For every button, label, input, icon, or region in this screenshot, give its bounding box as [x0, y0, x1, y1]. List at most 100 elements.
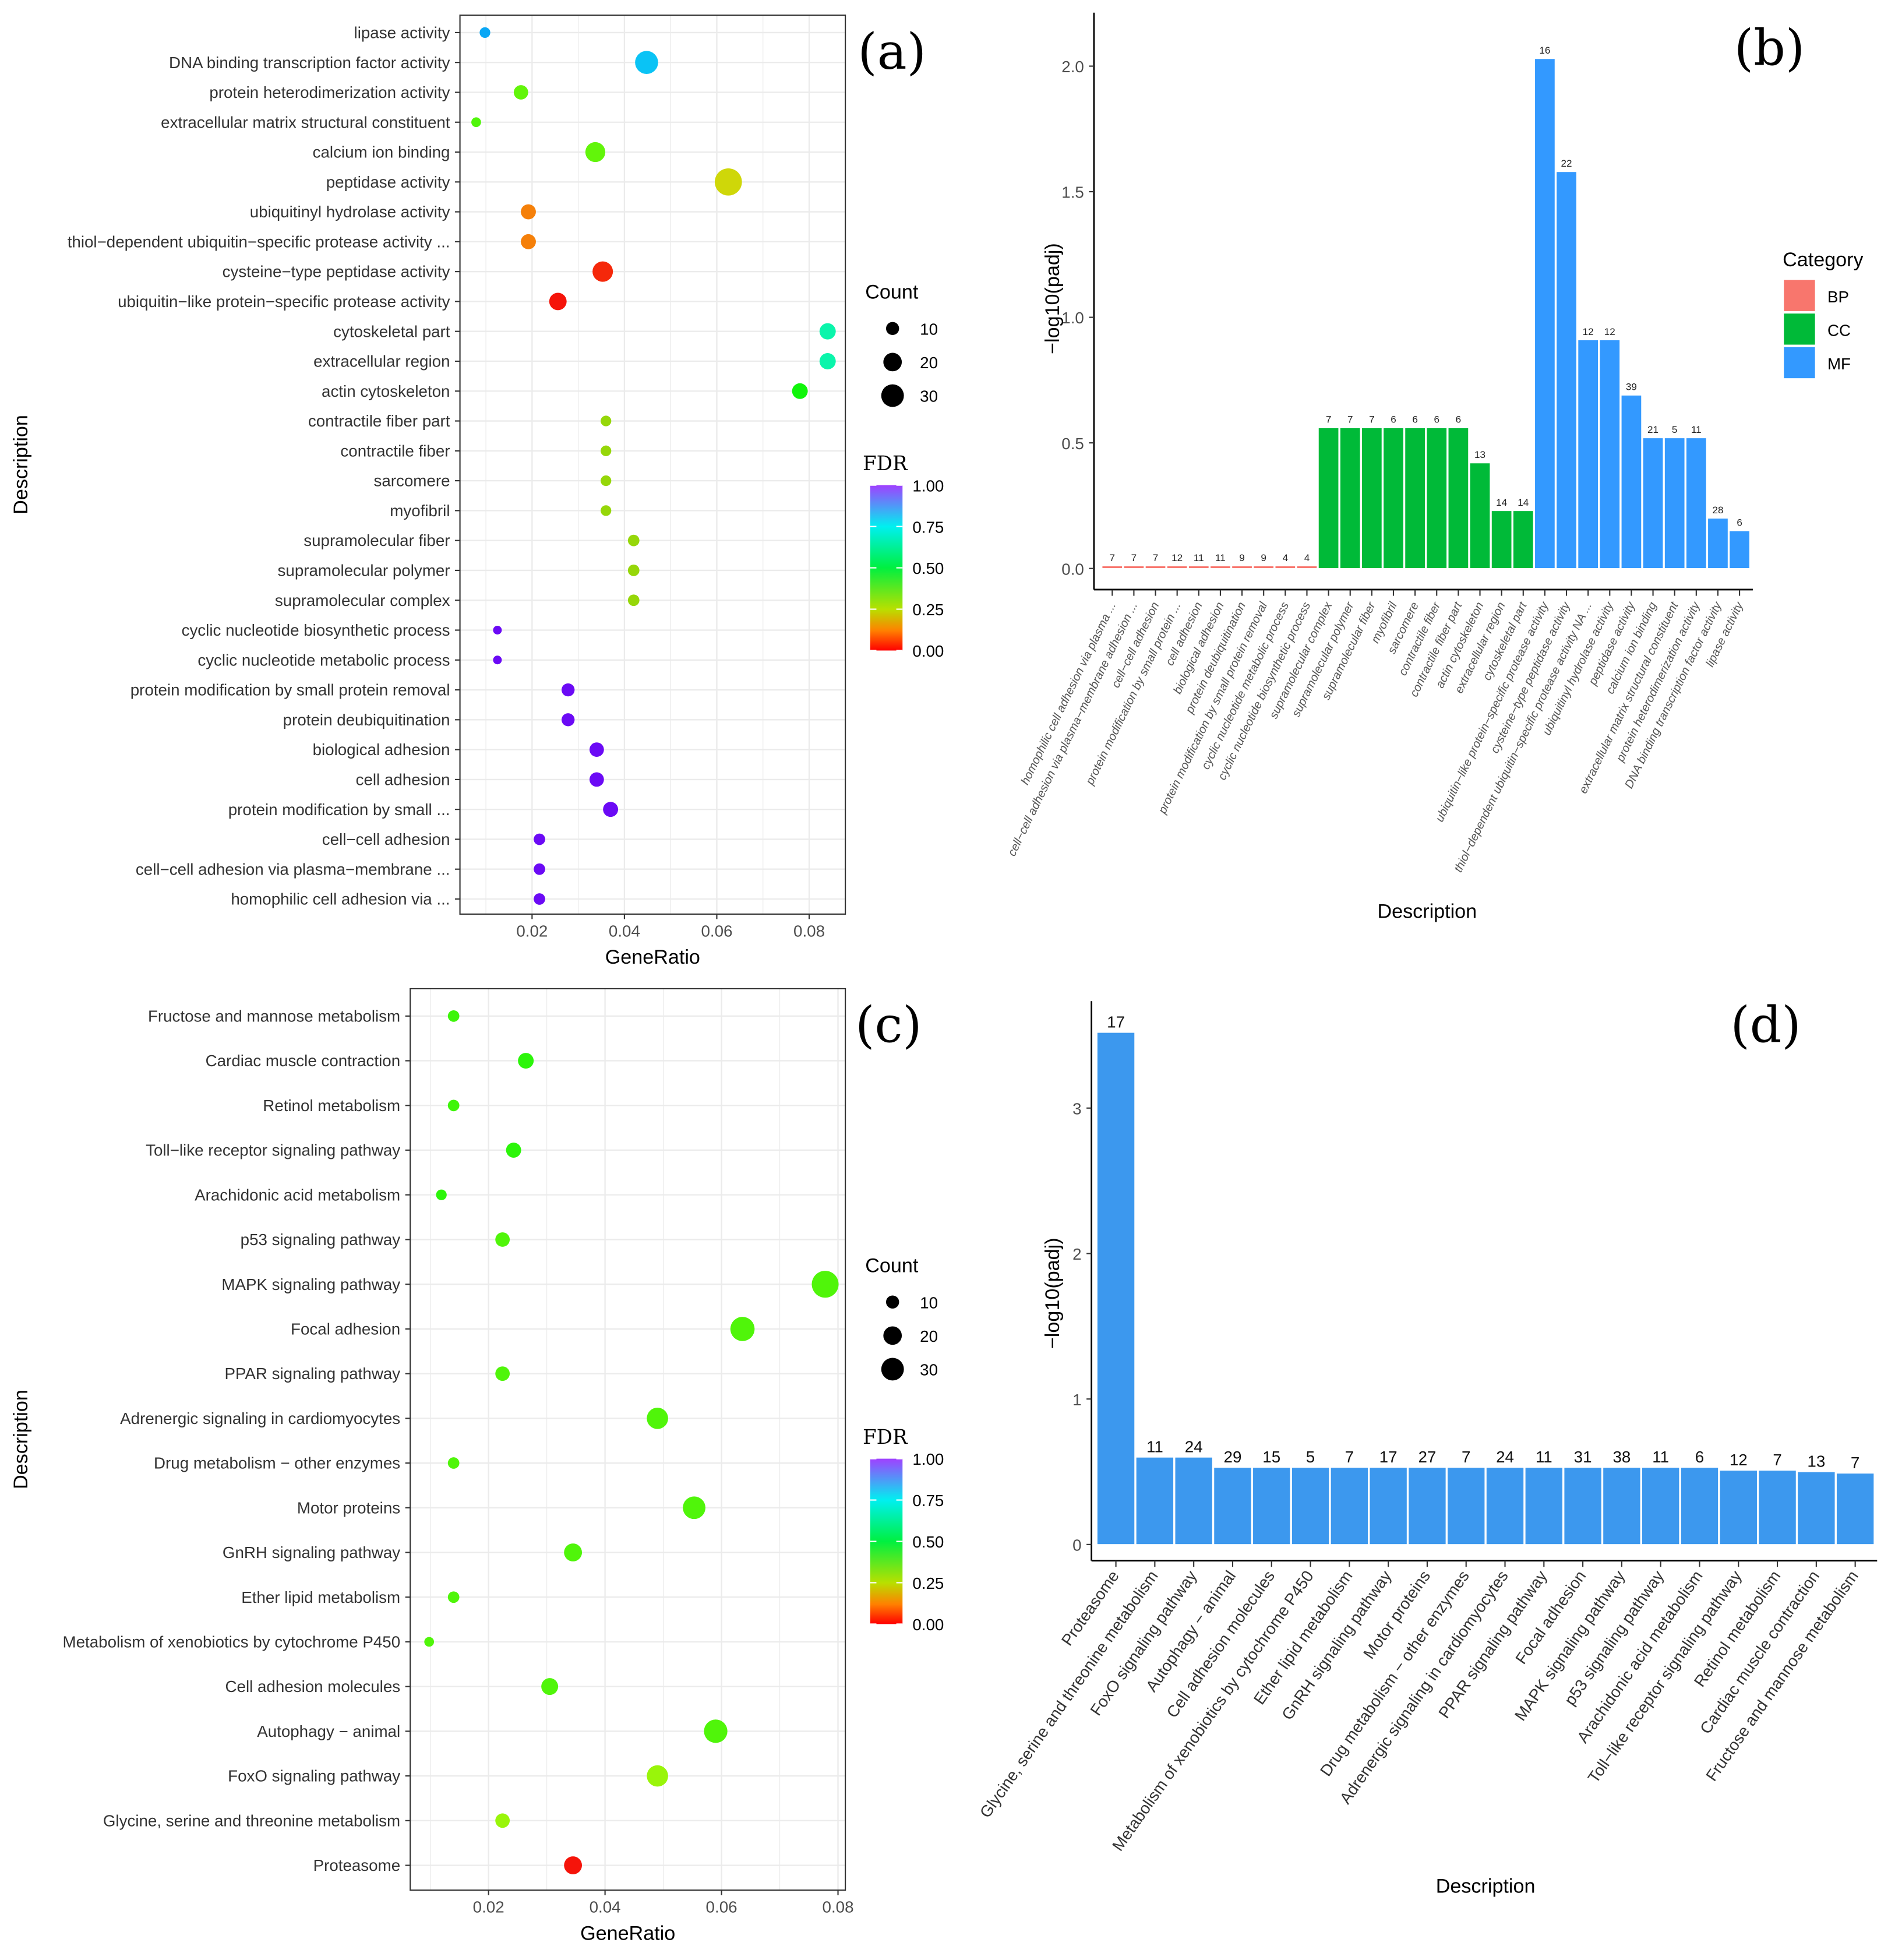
data-point: [792, 383, 808, 399]
y-tick-label: 1.5: [1061, 184, 1084, 202]
bar-value-label: 14: [1496, 497, 1507, 508]
bar: [1213, 1467, 1252, 1545]
bar-value-label: 7: [1153, 552, 1159, 563]
data-point: [601, 505, 612, 516]
plot-border: [410, 988, 846, 1891]
plot-border: [459, 14, 846, 915]
count-legend-label: 10: [920, 320, 938, 338]
bar: [1209, 565, 1231, 569]
y-tick-label: 3: [1072, 1099, 1081, 1118]
data-point: [479, 27, 491, 38]
bar: [1578, 339, 1599, 569]
bar: [1448, 427, 1469, 569]
data-point: [683, 1496, 705, 1520]
y-tick-label: extracellular region: [313, 352, 450, 371]
bar: [1836, 1472, 1875, 1545]
data-point: [585, 142, 606, 163]
panel-a-dotplot: lipase activity DNA binding transcription…: [10, 14, 944, 968]
bar: [1096, 1032, 1135, 1545]
bar: [1564, 1467, 1603, 1545]
y-tick-label: Ether lipid metabolism: [241, 1588, 400, 1606]
bar: [1599, 339, 1621, 569]
bar-value-label: 11: [1215, 552, 1226, 563]
data-point: [592, 261, 613, 282]
category-legend-key: [1784, 280, 1815, 311]
category-legend-label: MF: [1827, 355, 1851, 373]
count-legend-key: [885, 1295, 899, 1309]
bar-value-label: 39: [1626, 382, 1637, 393]
bar: [1188, 565, 1209, 569]
bar: [1404, 427, 1426, 569]
y-tick-label: 0.5: [1061, 435, 1084, 453]
y-axis-title: −log10(padj): [1042, 1238, 1064, 1349]
bar-value-label: 9: [1239, 552, 1245, 563]
bar: [1291, 1467, 1330, 1545]
data-point: [549, 292, 567, 311]
bar-value-label: 11: [1652, 1448, 1669, 1466]
y-tick-label: myofibril: [390, 502, 450, 520]
y-tick-label: Metabolism of xenobiotics by cytochrome …: [63, 1633, 401, 1651]
bar: [1621, 394, 1642, 569]
data-point: [521, 204, 536, 220]
x-tick-label: 0.04: [609, 922, 640, 940]
y-tick-label: protein modification by small protein re…: [130, 681, 450, 699]
y-tick-label: homophilic cell adhesion via ...: [231, 890, 450, 908]
bar-value-label: 6: [1412, 414, 1418, 425]
data-point: [819, 323, 836, 340]
bar-value-label: 7: [1462, 1448, 1470, 1466]
fdr-legend-label: 1.00: [912, 477, 944, 495]
data-point: [603, 802, 619, 817]
category-legend-key: [1784, 313, 1815, 345]
bar-value-label: 22: [1561, 158, 1572, 169]
y-tick-label: Toll−like receptor signaling pathway: [146, 1141, 400, 1159]
data-point: [627, 565, 640, 576]
panel-letter-d: (d): [1731, 997, 1801, 1055]
bar: [1512, 510, 1534, 569]
data-point: [811, 1271, 839, 1298]
y-tick-label: cell−cell adhesion: [322, 830, 450, 848]
y-tick-label: Adrenergic signaling in cardiomyocytes: [120, 1409, 400, 1427]
y-tick-label: Cell adhesion molecules: [225, 1677, 401, 1695]
y-tick-label: GnRH signaling pathway: [223, 1543, 400, 1561]
bar: [1707, 517, 1729, 569]
bar: [1534, 58, 1556, 569]
x-tick-label: 0.08: [823, 1898, 854, 1916]
data-point: [495, 1813, 510, 1828]
y-axis-title: −log10(padj): [1042, 243, 1064, 354]
bar-value-label: 7: [1131, 552, 1137, 563]
y-tick-label: cell−cell adhesion via plasma−membrane .…: [136, 860, 450, 878]
y-tick-label: MAPK signaling pathway: [221, 1275, 400, 1293]
y-tick-label: p53 signaling pathway: [241, 1231, 401, 1249]
bar-value-label: 4: [1283, 552, 1289, 563]
bar: [1685, 437, 1707, 569]
bar: [1145, 565, 1166, 569]
y-tick-label: peptidase activity: [326, 173, 450, 191]
plot-background: [410, 988, 846, 1891]
y-tick-label: thiol−dependent ubiquitin−specific prote…: [68, 232, 450, 251]
data-point: [601, 445, 612, 456]
y-tick-label: Retinol metabolism: [263, 1097, 400, 1115]
bar: [1318, 427, 1339, 569]
bar: [1382, 427, 1405, 569]
y-tick-label: supramolecular complex: [275, 591, 450, 609]
bar-value-label: 14: [1518, 497, 1529, 508]
bar: [1361, 427, 1382, 569]
y-tick-label: Drug metabolism − other enzymes: [154, 1454, 400, 1472]
y-tick-label: contractile fiber: [340, 442, 450, 460]
category-legend-label: CC: [1827, 322, 1851, 340]
data-point: [627, 594, 640, 607]
data-point: [518, 1053, 534, 1069]
data-point: [521, 234, 536, 249]
panel-letter-a: (a): [858, 23, 926, 81]
x-tick-label: 0.02: [516, 922, 548, 940]
x-tick-label: 0.08: [793, 922, 825, 940]
data-point: [447, 1010, 460, 1022]
data-point: [714, 168, 742, 196]
data-point: [534, 833, 545, 845]
y-tick-label: 1.0: [1061, 309, 1084, 327]
x-tick-label: 0.02: [473, 1898, 504, 1916]
bar-value-label: 12: [1583, 326, 1594, 337]
category-legend-key: [1784, 347, 1815, 379]
bar-value-label: 12: [1171, 552, 1183, 563]
